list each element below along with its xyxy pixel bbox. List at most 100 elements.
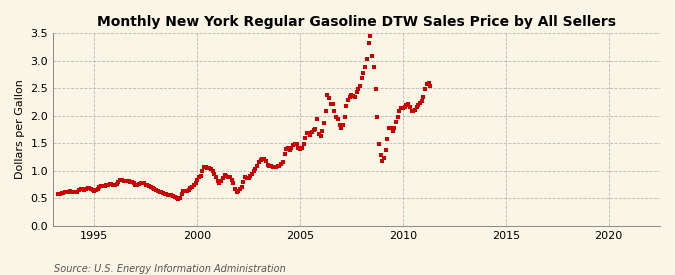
Point <box>223 175 234 180</box>
Point <box>157 191 168 196</box>
Point <box>298 142 309 146</box>
Point <box>82 186 93 191</box>
Point <box>344 95 355 100</box>
Point <box>262 163 273 167</box>
Point <box>321 109 331 113</box>
Point <box>72 189 82 194</box>
Point <box>138 181 149 186</box>
Point <box>234 187 245 191</box>
Point <box>58 191 69 195</box>
Point <box>156 190 167 194</box>
Point <box>169 194 180 199</box>
Point <box>259 156 269 161</box>
Point <box>219 173 230 177</box>
Point <box>167 193 178 198</box>
Point <box>213 178 223 183</box>
Point <box>175 196 186 200</box>
Point <box>68 190 79 194</box>
Point <box>394 109 405 113</box>
Point <box>245 174 256 178</box>
Point <box>70 190 81 194</box>
Point <box>404 104 415 109</box>
Point <box>329 109 340 113</box>
Point <box>354 84 365 89</box>
Point <box>92 187 103 191</box>
Point <box>319 121 329 125</box>
Point <box>346 92 357 97</box>
Point <box>392 114 403 119</box>
Point <box>252 164 263 168</box>
Point <box>128 181 139 186</box>
Point <box>151 188 161 192</box>
Point <box>227 181 238 186</box>
Point <box>363 41 374 45</box>
Point <box>87 188 98 192</box>
Point <box>163 193 173 197</box>
Point <box>173 197 184 201</box>
Point <box>423 80 434 85</box>
Point <box>373 142 384 147</box>
Point <box>314 132 325 136</box>
Point <box>90 188 101 192</box>
Point <box>116 177 127 182</box>
Point <box>226 177 237 182</box>
Point <box>383 126 394 130</box>
Point <box>198 165 209 169</box>
Point <box>159 192 170 196</box>
Point <box>149 187 160 191</box>
Point <box>264 164 275 169</box>
Point <box>65 189 76 193</box>
Point <box>375 153 386 158</box>
Point <box>250 166 261 171</box>
Point <box>350 95 360 100</box>
Point <box>180 188 190 193</box>
Point <box>283 146 294 150</box>
Point <box>265 164 276 169</box>
Point <box>257 156 268 161</box>
Point <box>255 158 266 162</box>
Point <box>63 189 74 194</box>
Point <box>125 180 136 184</box>
Point <box>254 160 265 165</box>
Point <box>389 126 400 130</box>
Point <box>211 175 221 180</box>
Point <box>224 175 235 180</box>
Point <box>182 188 192 193</box>
Point <box>305 133 316 138</box>
Point <box>53 192 63 197</box>
Point <box>324 96 335 100</box>
Point <box>277 160 288 164</box>
Point <box>382 137 393 141</box>
Point <box>402 101 413 106</box>
Point <box>78 187 89 192</box>
Point <box>322 92 333 97</box>
Point <box>377 159 387 163</box>
Point <box>217 176 228 180</box>
Point <box>178 189 189 193</box>
Point <box>365 34 376 38</box>
Point <box>190 181 201 185</box>
Point <box>317 128 327 133</box>
Point <box>325 101 336 106</box>
Point <box>351 90 362 94</box>
Point <box>153 189 163 193</box>
Point <box>271 165 281 169</box>
Point <box>238 180 249 184</box>
Point <box>420 87 431 91</box>
Point <box>98 184 109 188</box>
Point <box>291 142 302 146</box>
Point <box>413 102 424 107</box>
Point <box>204 166 215 170</box>
Point <box>77 187 88 191</box>
Point <box>281 147 292 152</box>
Point <box>312 117 323 122</box>
Point <box>75 187 86 191</box>
Point <box>315 134 326 138</box>
Point <box>55 192 65 196</box>
Point <box>80 187 91 191</box>
Point <box>154 190 165 194</box>
Point <box>408 109 418 113</box>
Point <box>358 70 369 75</box>
Point <box>206 166 217 171</box>
Point <box>370 87 381 91</box>
